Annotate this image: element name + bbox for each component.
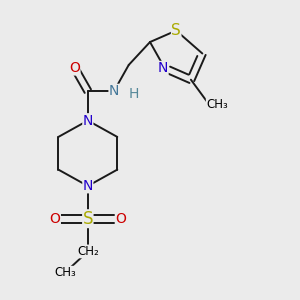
Text: O: O	[115, 212, 126, 226]
Text: S: S	[171, 23, 181, 38]
Text: N: N	[83, 114, 93, 128]
Text: N: N	[83, 179, 93, 193]
Text: CH₃: CH₃	[54, 266, 76, 279]
Text: CH₃: CH₃	[206, 98, 228, 111]
Text: N: N	[158, 61, 168, 75]
Text: O: O	[50, 212, 61, 226]
Text: N: N	[109, 84, 119, 98]
Text: O: O	[69, 61, 80, 75]
Text: CH₂: CH₂	[77, 245, 99, 258]
Text: S: S	[82, 210, 93, 228]
Text: H: H	[129, 87, 139, 101]
